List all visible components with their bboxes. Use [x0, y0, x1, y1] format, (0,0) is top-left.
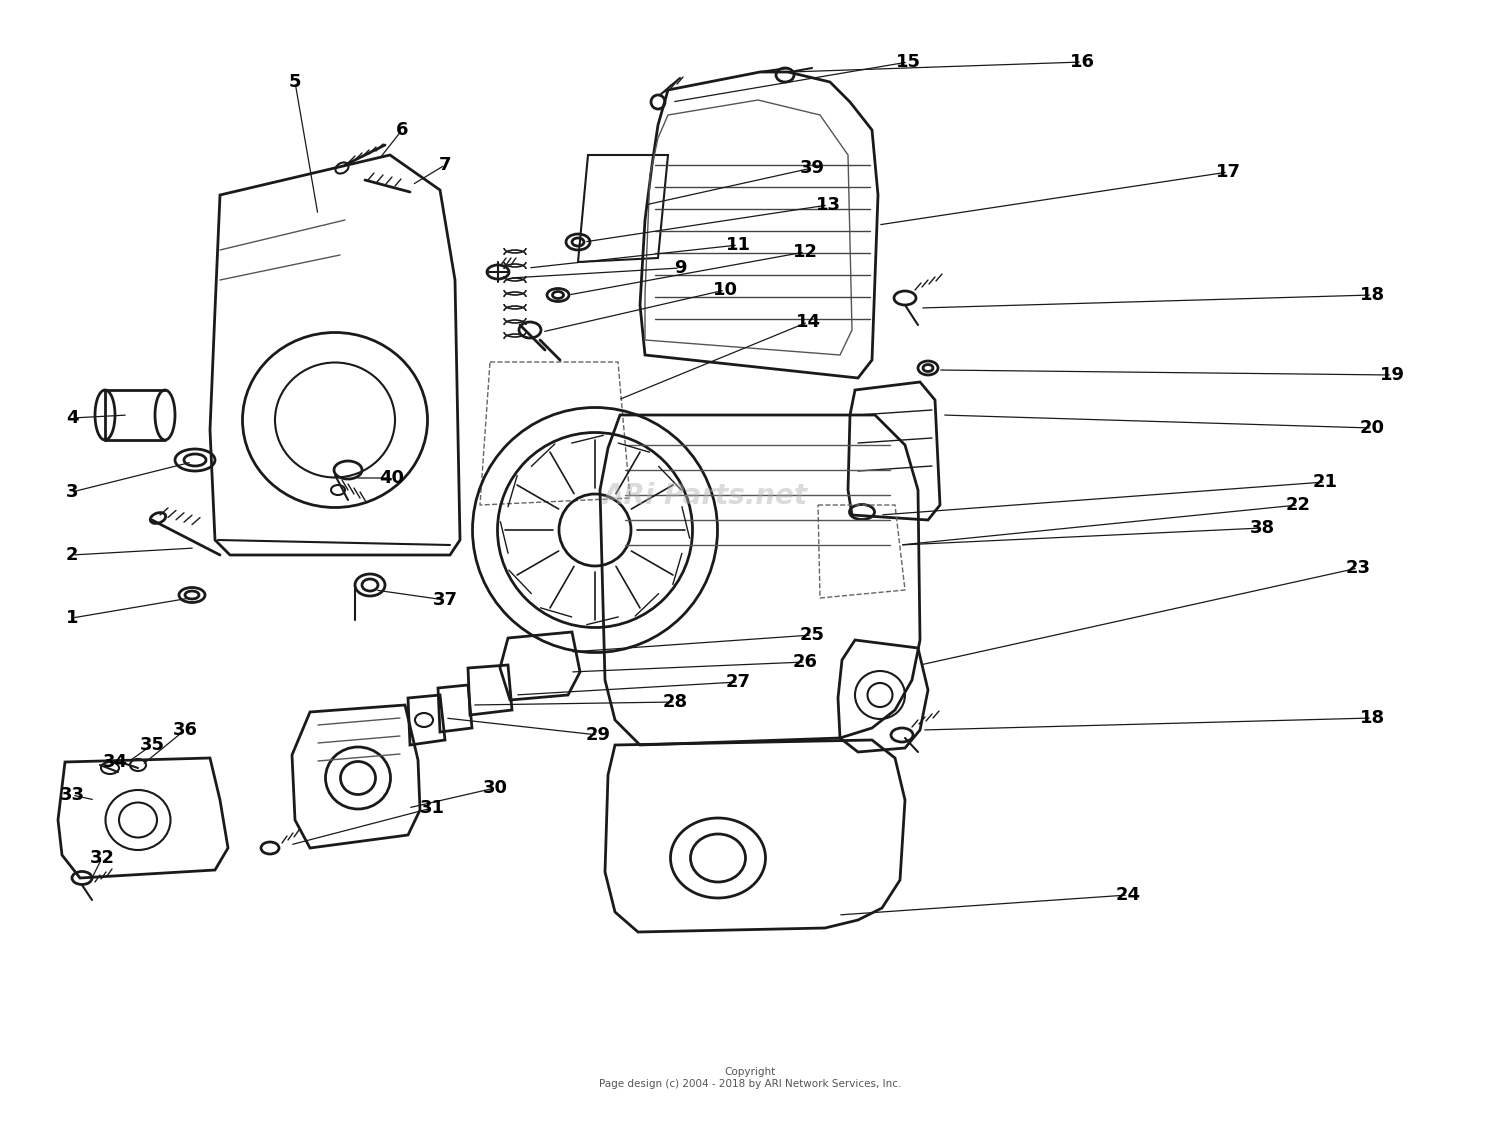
Text: 24: 24	[1116, 886, 1140, 904]
Text: Copyright
Page design (c) 2004 - 2018 by ARI Network Services, Inc.: Copyright Page design (c) 2004 - 2018 by…	[598, 1067, 902, 1089]
Text: 10: 10	[712, 280, 738, 299]
Text: 20: 20	[1359, 420, 1384, 437]
Text: 9: 9	[674, 259, 686, 277]
Text: 37: 37	[432, 591, 457, 609]
Text: 22: 22	[1286, 496, 1311, 514]
Text: 3: 3	[66, 483, 78, 500]
Text: 21: 21	[1312, 473, 1338, 491]
Text: 33: 33	[60, 785, 84, 804]
Text: 25: 25	[800, 626, 825, 644]
Text: 11: 11	[726, 236, 750, 254]
Text: 7: 7	[438, 156, 452, 174]
Text: 31: 31	[420, 799, 444, 817]
Text: 13: 13	[816, 196, 840, 214]
Text: 35: 35	[140, 736, 165, 754]
Text: 26: 26	[792, 653, 818, 671]
Text: 14: 14	[795, 314, 820, 331]
Text: 34: 34	[102, 754, 128, 771]
Text: 17: 17	[1215, 163, 1240, 181]
Text: 5: 5	[288, 73, 302, 91]
Text: 19: 19	[1380, 366, 1404, 384]
Text: 30: 30	[483, 779, 507, 797]
Text: 18: 18	[1359, 709, 1384, 727]
Text: 27: 27	[726, 673, 750, 691]
Text: 23: 23	[1346, 559, 1371, 577]
Text: 4: 4	[66, 409, 78, 428]
Text: 6: 6	[396, 121, 408, 139]
Text: 32: 32	[90, 849, 114, 868]
Text: 29: 29	[585, 726, 610, 744]
Text: 36: 36	[172, 720, 198, 739]
Text: 18: 18	[1359, 286, 1384, 304]
Text: 1: 1	[66, 609, 78, 627]
Text: 40: 40	[380, 469, 405, 487]
Text: 12: 12	[792, 243, 818, 261]
Text: 39: 39	[800, 158, 825, 177]
Text: 15: 15	[896, 52, 921, 71]
Text: 28: 28	[663, 693, 687, 711]
Text: 38: 38	[1250, 519, 1275, 537]
Text: 16: 16	[1070, 52, 1095, 71]
Text: 2: 2	[66, 546, 78, 564]
Text: ARi Parts.net: ARi Parts.net	[603, 482, 807, 510]
